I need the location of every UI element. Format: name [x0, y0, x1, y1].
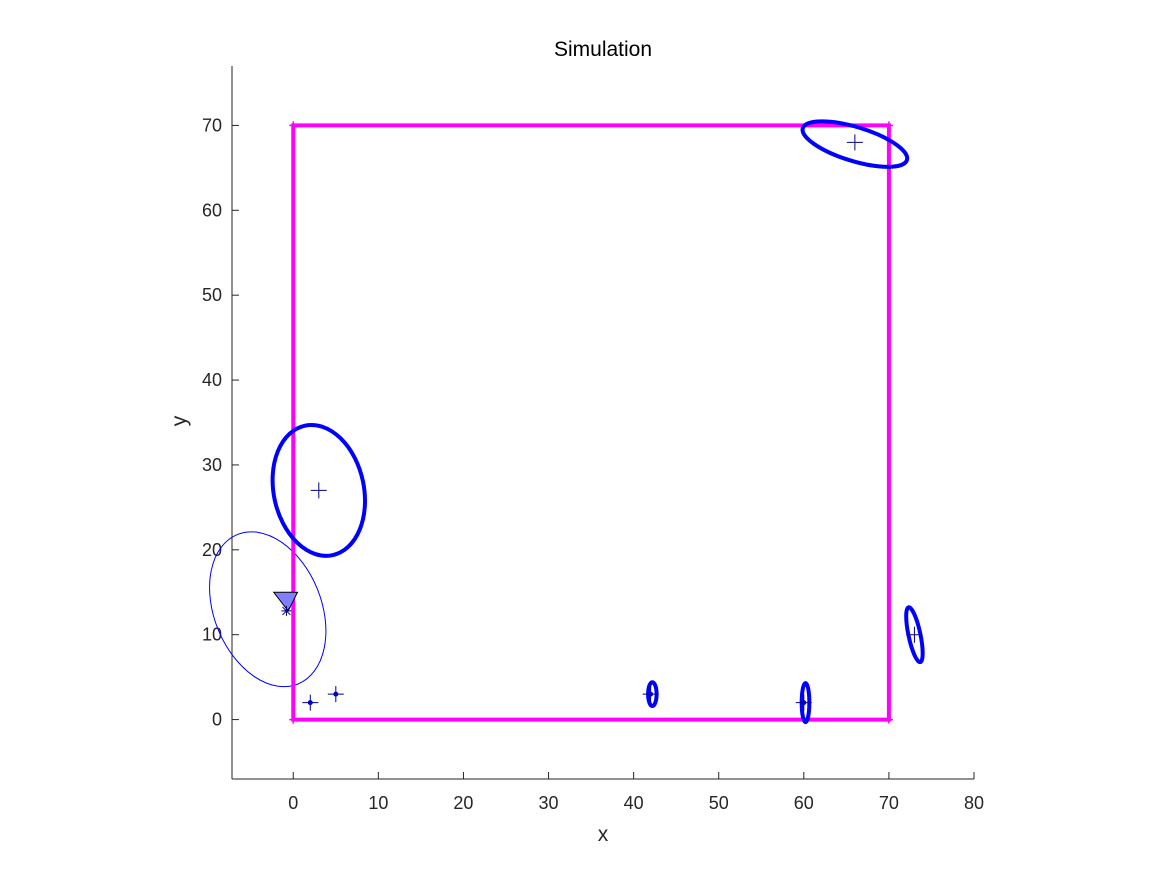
robot-position-marker [281, 605, 292, 616]
boundary-corner-marker [289, 715, 298, 724]
boundary-corner-marker [884, 121, 893, 130]
x-tick-label: 10 [368, 793, 388, 813]
x-tick-label: 40 [624, 793, 644, 813]
y-tick-label: 0 [212, 710, 222, 730]
boundary-square [291, 123, 891, 722]
y-tick-label: 20 [202, 540, 222, 560]
x-tick-label: 0 [288, 793, 298, 813]
landmark-ellipse [800, 119, 910, 169]
y-tick-label: 50 [202, 285, 222, 305]
landmark-ellipse [270, 422, 368, 558]
x-ticks: 0 10 20 30 40 50 60 70 80 [288, 772, 984, 813]
landmark-marker [310, 482, 327, 499]
axes: 0 10 20 30 40 50 60 70 80 0 10 20 30 40 50 60 70 [202, 66, 984, 813]
y-axis-label: y [168, 415, 191, 426]
robot-pose-triangle [272, 591, 299, 612]
x-tick-label: 60 [794, 793, 814, 813]
y-tick-label: 60 [202, 200, 222, 220]
landmark-dot [801, 700, 807, 706]
x-tick-label: 30 [539, 793, 559, 813]
y-tick-label: 30 [202, 455, 222, 475]
landmark-marker [846, 134, 863, 151]
landmark-dot [648, 691, 654, 697]
boundary-corner-marker [884, 715, 893, 724]
landmark-dot [307, 700, 313, 706]
x-tick-label: 50 [709, 793, 729, 813]
plot-marks [209, 119, 925, 725]
x-tick-label: 70 [879, 793, 899, 813]
boundary-corner-marker [289, 121, 298, 130]
x-tick-label: 20 [453, 793, 473, 813]
chart-title: Simulation [554, 38, 652, 61]
landmark-marker [906, 626, 923, 643]
x-axis-label: x [598, 823, 609, 846]
x-tick-label: 80 [964, 793, 984, 813]
landmark-ellipse [904, 605, 925, 665]
y-tick-label: 70 [202, 115, 222, 135]
robot-uncertainty-ellipse [209, 531, 327, 688]
landmark-dot [333, 691, 339, 697]
y-ticks: 0 10 20 30 40 50 60 70 [202, 115, 239, 730]
y-tick-label: 40 [202, 370, 222, 390]
y-tick-label: 10 [202, 625, 222, 645]
